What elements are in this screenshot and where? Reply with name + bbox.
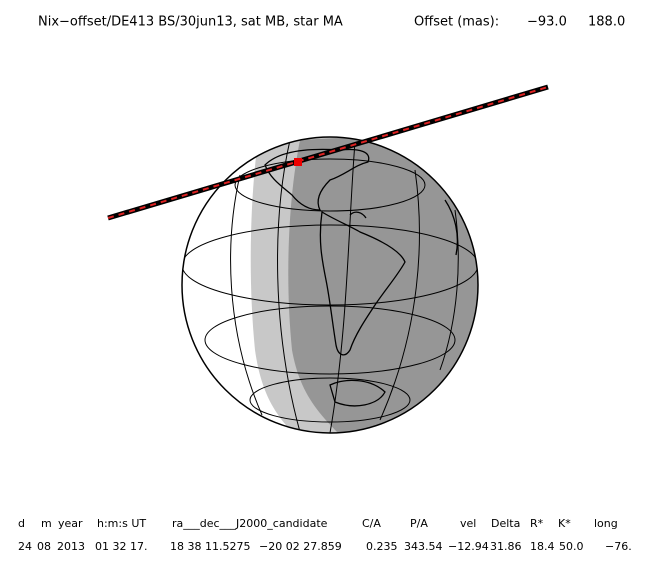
cell: 0.235	[366, 540, 398, 553]
cell: 24	[18, 540, 32, 553]
cell: 31.86	[490, 540, 522, 553]
column-header: long	[594, 517, 618, 530]
column-header: R*	[530, 517, 544, 530]
cell: 01 32 17.	[95, 540, 147, 553]
title: Nix−offset/DE413 BS/30jun13, sat MB, sta…	[38, 15, 343, 30]
cell: 18 38 11.5275	[170, 540, 250, 553]
column-header: vel	[460, 517, 476, 530]
column-header: h:m:s UT	[97, 517, 146, 530]
cell: 50.0	[559, 540, 584, 553]
cell: 18.4	[530, 540, 555, 553]
cell: 2013	[57, 540, 85, 553]
night-zone	[288, 137, 478, 433]
column-header: Delta	[491, 517, 520, 530]
column-header: C/A	[362, 517, 381, 530]
cell: −76.	[605, 540, 632, 553]
column-header: ra___dec___J2000_candidate	[172, 517, 328, 530]
center-marker	[294, 158, 302, 166]
column-header: d	[18, 517, 25, 530]
offset-label: Offset (mas):	[414, 15, 499, 30]
cell: 343.54	[404, 540, 443, 553]
column-header: year	[58, 517, 83, 530]
column-header: m	[41, 517, 52, 530]
shadow-path	[107, 84, 549, 221]
column-header: K*	[558, 517, 571, 530]
offset-value: 188.0	[588, 15, 625, 30]
cell: −12.94	[448, 540, 489, 553]
column-header: P/A	[410, 517, 428, 530]
globe	[181, 136, 479, 434]
cell: −20 02 27.859	[259, 540, 342, 553]
offset-value: −93.0	[527, 15, 567, 30]
cell: 08	[37, 540, 51, 553]
